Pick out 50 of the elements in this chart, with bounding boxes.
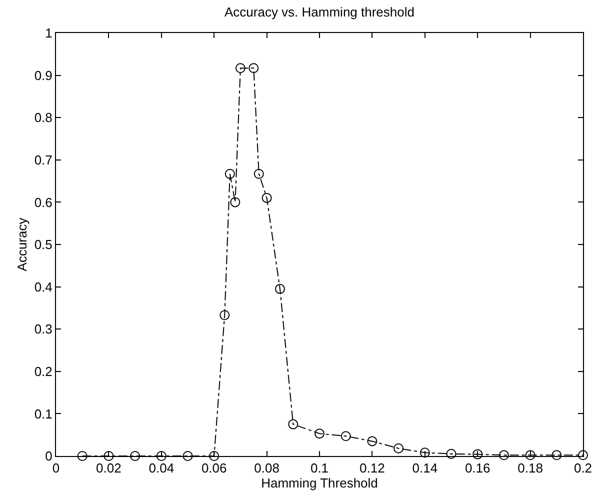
point	[525, 450, 536, 460]
point	[230, 197, 240, 208]
x-tick-label: 0.18	[518, 460, 543, 476]
point	[552, 450, 562, 460]
y-tick-label: 0.1	[34, 406, 52, 422]
y-tick-label: 0.6	[34, 194, 52, 210]
point	[77, 451, 88, 461]
y-tick-label: 0.4	[34, 279, 52, 294]
y-tick-label: 1	[45, 26, 52, 41]
point	[156, 451, 166, 461]
point	[394, 443, 404, 454]
point	[130, 451, 140, 461]
x-tick-label: 0.16	[464, 460, 490, 476]
point	[498, 450, 509, 460]
point	[248, 63, 259, 74]
point	[235, 63, 246, 74]
x-axis-title: Hamming Threshold	[261, 476, 378, 491]
point	[104, 451, 114, 461]
x-tick-label: 0.08	[254, 460, 280, 476]
point	[578, 450, 588, 460]
point	[288, 419, 298, 430]
x-tick-label: 0.02	[96, 460, 122, 476]
y-tick-label: 0.3	[34, 322, 52, 337]
point	[367, 436, 378, 446]
y-axis-title: Accuracy	[14, 217, 30, 272]
point	[446, 448, 456, 459]
point	[262, 192, 272, 203]
x-tick-label: 0.1	[310, 460, 329, 476]
y-tick-label: 0	[45, 448, 52, 464]
point	[209, 451, 220, 461]
y-tick-label: 0.2	[34, 364, 52, 379]
x-tick-label: 0.14	[412, 460, 438, 476]
x-tick-label: 0.12	[360, 460, 385, 476]
y-tick-label: 0.8	[34, 110, 52, 126]
y-tick-label: 0.5	[34, 237, 52, 252]
point	[224, 168, 235, 179]
y-tick-label: 0.7	[34, 152, 52, 168]
point	[420, 448, 430, 458]
x-tick-label: 0.04	[148, 460, 174, 476]
y-tick-label: 0.9	[34, 68, 52, 83]
chart-title: Accuracy vs. Hamming threshold	[224, 4, 415, 20]
point	[220, 310, 230, 320]
point	[182, 451, 193, 461]
point	[314, 428, 324, 439]
x-tick-label: 0.06	[201, 460, 227, 476]
point	[254, 168, 264, 179]
point	[274, 284, 285, 294]
point	[340, 431, 351, 442]
point	[472, 449, 483, 460]
x-tick-label: 0.2	[574, 460, 592, 476]
